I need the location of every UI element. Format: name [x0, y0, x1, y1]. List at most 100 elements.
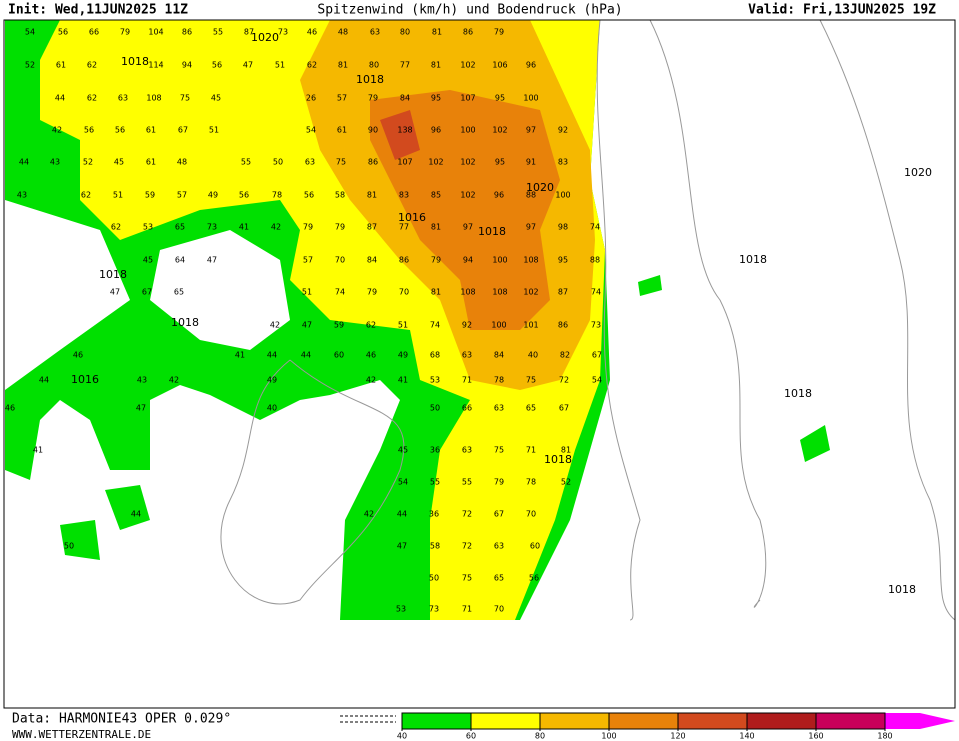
wind-label: 102 [460, 61, 475, 70]
wind-label: 48 [177, 158, 187, 167]
wind-label: 63 [118, 94, 128, 103]
wind-label: 71 [526, 446, 536, 455]
wind-label: 87 [367, 223, 377, 232]
color-bar-label: 40 [397, 732, 407, 741]
wind-label: 26 [306, 94, 316, 103]
wind-label: 81 [367, 191, 377, 200]
wind-label: 94 [182, 61, 192, 70]
wind-label: 62 [81, 191, 91, 200]
wind-label: 40 [528, 351, 538, 360]
wind-label: 70 [526, 510, 536, 519]
map-frame [3, 19, 956, 709]
pressure-labels: 1020101810181020101610181018101810161018… [71, 31, 932, 596]
wind-label: 43 [17, 191, 27, 200]
wind-label: 84 [494, 351, 504, 360]
wind-label: 61 [337, 126, 347, 135]
wind-label: 36 [430, 446, 440, 455]
wind-label: 94 [463, 256, 473, 265]
site-name: WWW.WETTERZENTRALE.DE [12, 728, 151, 741]
wind-label: 70 [335, 256, 345, 265]
pressure-label: 1018 [888, 583, 916, 596]
wind-label: 50 [273, 158, 283, 167]
wind-label: 53 [430, 376, 440, 385]
color-bar-label: 180 [877, 732, 892, 741]
pressure-label: 1018 [121, 55, 149, 68]
wind-label: 75 [462, 574, 472, 583]
wind-label: 50 [429, 574, 439, 583]
wind-label: 42 [270, 321, 280, 330]
wind-label: 97 [526, 126, 536, 135]
wind-label: 43 [50, 158, 60, 167]
wind-label: 51 [275, 61, 285, 70]
color-bar-label: 60 [466, 732, 476, 741]
wind-label: 49 [267, 376, 277, 385]
wind-label: 74 [590, 223, 600, 232]
wind-label: 101 [523, 321, 538, 330]
wind-label: 54 [592, 376, 602, 385]
wind-label: 81 [432, 28, 442, 37]
wind-label: 51 [113, 191, 123, 200]
color-bar-label: 120 [670, 732, 685, 741]
valid-time: Valid: Fri,13JUN2025 19Z [748, 3, 936, 18]
wind-label: 49 [398, 351, 408, 360]
wind-label: 56 [529, 574, 539, 583]
wind-label: 67 [592, 351, 602, 360]
wind-label: 47 [302, 321, 312, 330]
wind-label: 54 [398, 478, 408, 487]
coastline [596, 19, 641, 621]
wind-label: 81 [431, 288, 441, 297]
wind-label: 73 [278, 28, 288, 37]
wind-label: 100 [491, 321, 506, 330]
wind-label: 75 [180, 94, 190, 103]
wind-label: 74 [430, 321, 440, 330]
wind-label: 62 [307, 61, 317, 70]
wind-label: 63 [494, 542, 504, 551]
wind-label: 56 [212, 61, 222, 70]
wind-label: 106 [492, 61, 507, 70]
map-title: Spitzenwind (km/h) und Bodendruck (hPa) [317, 3, 622, 18]
wind-label: 95 [558, 256, 568, 265]
wind-label: 62 [87, 61, 97, 70]
wind-label: 45 [143, 256, 153, 265]
wind-label: 95 [495, 94, 505, 103]
pressure-label: 1016 [398, 211, 426, 224]
wind-label: 77 [399, 223, 409, 232]
coastline [819, 19, 956, 621]
color-step [609, 713, 678, 729]
wind-label: 63 [462, 446, 472, 455]
wind-label: 91 [526, 158, 536, 167]
color-bar: 40 60 80 100 120 140 160 180 [397, 712, 955, 741]
wind-label: 87 [244, 28, 254, 37]
wind-label: 79 [335, 223, 345, 232]
wind-label: 65 [494, 574, 504, 583]
wind-label: 86 [558, 321, 568, 330]
wind-40-blob [105, 485, 150, 530]
wind-40-blob [638, 275, 662, 296]
pressure-label: 1018 [99, 268, 127, 281]
wind-label: 102 [492, 126, 507, 135]
wind-label: 100 [523, 94, 538, 103]
wind-label: 57 [303, 256, 313, 265]
wind-label: 62 [366, 321, 376, 330]
wind-label: 53 [396, 605, 406, 614]
pressure-label: 1018 [784, 387, 812, 400]
wind-label: 95 [495, 158, 505, 167]
wind-label: 80 [369, 61, 379, 70]
wind-label: 138 [397, 126, 412, 135]
wind-label: 56 [115, 126, 125, 135]
color-bar-label: 160 [808, 732, 823, 741]
wind-label: 44 [131, 510, 141, 519]
wind-label: 79 [303, 223, 313, 232]
wind-label: 50 [430, 404, 440, 413]
wind-label: 63 [370, 28, 380, 37]
wind-label: 67 [142, 288, 152, 297]
color-bar-label: 100 [601, 732, 616, 741]
wind-label: 79 [494, 28, 504, 37]
wind-label: 107 [397, 158, 412, 167]
wind-label: 44 [301, 351, 311, 360]
wind-label: 65 [526, 404, 536, 413]
wind-label: 70 [494, 605, 504, 614]
wind-label: 96 [431, 126, 441, 135]
wind-label: 79 [120, 28, 130, 37]
wind-label: 81 [561, 446, 571, 455]
